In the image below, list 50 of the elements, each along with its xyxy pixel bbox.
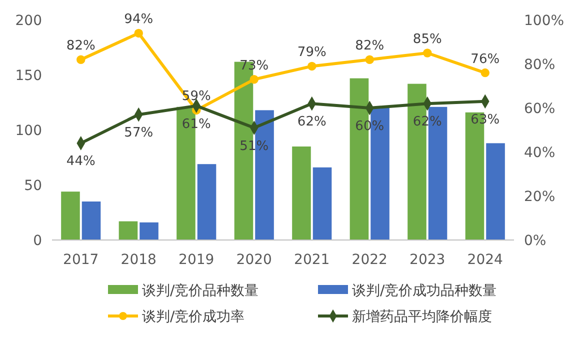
x-tick-label: 2017	[63, 252, 99, 268]
point	[76, 55, 86, 64]
y2-tick-label: 100%	[524, 13, 564, 29]
data-label: 82%	[66, 38, 96, 54]
data-label: 85%	[412, 32, 442, 47]
data-label: 94%	[124, 12, 154, 28]
legend-label: 谈判/竞价成功率	[142, 309, 245, 325]
y-tick-label: 200	[15, 13, 42, 29]
x-tick-label: 2018	[120, 252, 156, 268]
y-tick-label: 0	[33, 233, 42, 249]
bar	[82, 202, 101, 240]
point	[480, 68, 490, 78]
data-label: 51%	[240, 138, 269, 154]
y2-tick-label: 60%	[524, 101, 556, 117]
y2-tick-label: 40%	[524, 145, 556, 161]
x-tick-label: 2024	[467, 252, 504, 268]
data-label: 79%	[297, 45, 326, 60]
x-tick-label: 2020	[236, 252, 272, 268]
legend-label: 谈判/竞价品种数量	[142, 283, 259, 299]
legend-label: 谈判/竞价成功品种数量	[352, 283, 497, 299]
bar	[61, 192, 80, 240]
y2-tick-label: 20%	[524, 189, 556, 205]
point	[423, 48, 432, 58]
data-label: 62%	[297, 114, 326, 130]
y-tick-label: 100	[15, 123, 42, 139]
point	[134, 28, 143, 38]
bar	[197, 164, 216, 240]
data-label: 44%	[66, 154, 96, 170]
y-tick-label: 150	[15, 68, 42, 84]
bar	[486, 143, 505, 240]
bar	[312, 167, 332, 240]
x-tick-label: 2023	[410, 252, 446, 268]
x-tick-label: 2021	[294, 252, 330, 268]
y-tick-label: 50	[24, 178, 42, 194]
point	[250, 75, 258, 84]
y2-tick-label: 80%	[524, 57, 556, 73]
bar	[292, 146, 311, 240]
data-label: 62%	[412, 114, 442, 130]
y2-tick-label: 0%	[524, 233, 546, 249]
data-label: 76%	[470, 52, 500, 67]
x-tick-label: 2022	[352, 252, 388, 268]
point	[308, 62, 316, 71]
data-label: 60%	[355, 119, 384, 134]
bar	[140, 222, 158, 240]
point	[365, 55, 374, 64]
data-label: 57%	[124, 126, 154, 141]
data-label: 82%	[355, 38, 384, 54]
legend-label: 新增药品平均降价幅度	[352, 309, 492, 325]
bar	[118, 221, 138, 240]
x-tick-label: 2019	[178, 252, 214, 268]
